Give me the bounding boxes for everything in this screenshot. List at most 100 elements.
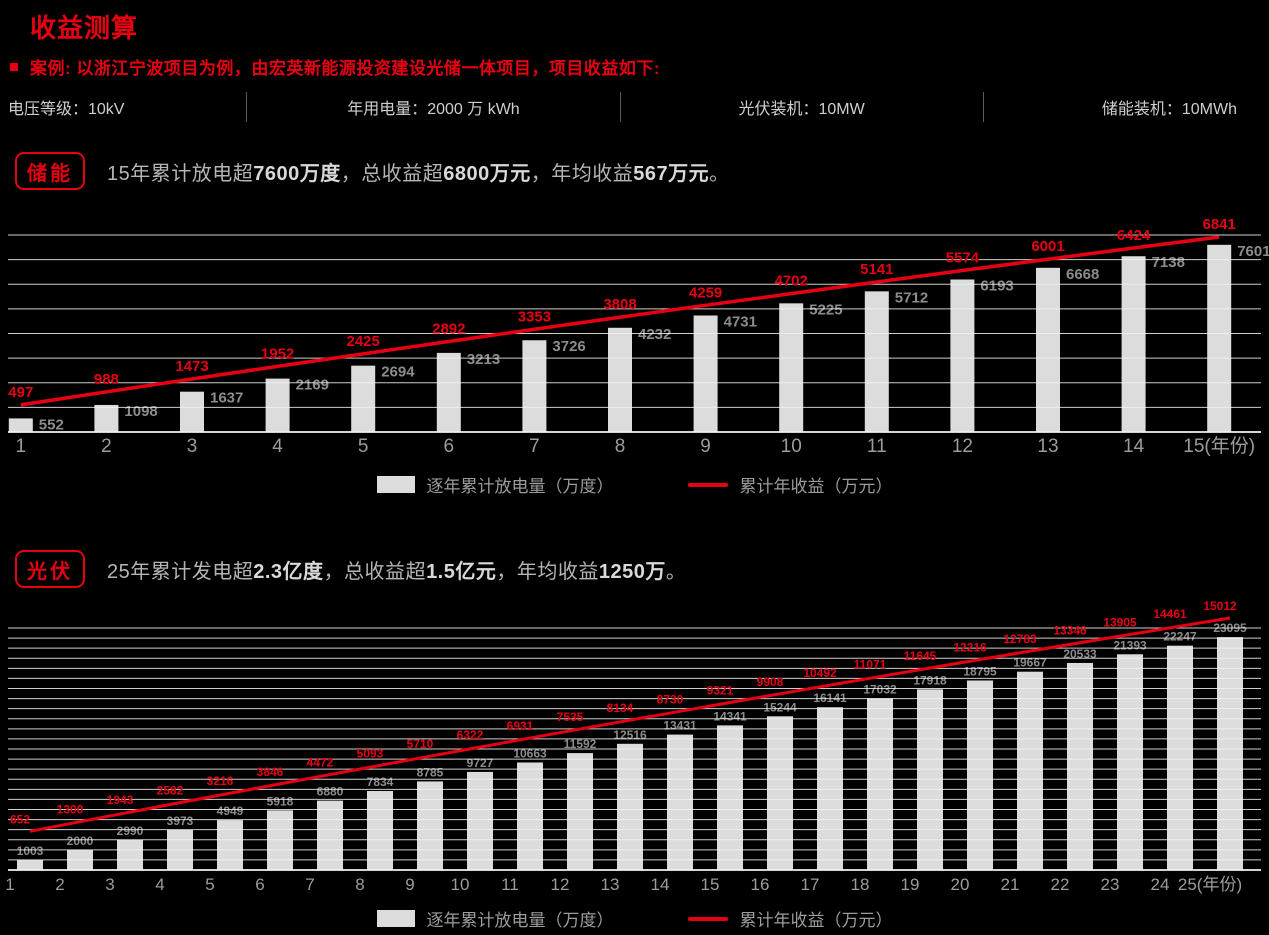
line-value-label: 2582	[157, 784, 184, 798]
bar-value-label: 6880	[317, 785, 344, 799]
x-axis-label: 6	[255, 875, 264, 894]
case-statement: 案例: 以浙江宁波项目为例，由宏英新能源投资建设光储一体项目，项目收益如下:	[10, 54, 660, 79]
line-value-label: 1943	[107, 793, 134, 807]
bar-value-label: 19667	[1013, 656, 1047, 670]
bar-value-label: 5712	[895, 289, 928, 306]
bar	[265, 378, 290, 432]
revenue-line	[20, 235, 1220, 407]
bar-value-label: 13431	[663, 719, 697, 733]
line-value-label: 10492	[803, 666, 837, 680]
x-axis-label: 10	[781, 436, 802, 457]
line-value-label: 5710	[407, 737, 434, 751]
x-axis-label: 11	[501, 875, 519, 894]
line-value-label: 2425	[347, 333, 380, 350]
x-axis-label: 15	[701, 875, 720, 894]
bar	[667, 734, 693, 870]
legend-item-bars: 逐年累计放电量（万度）	[376, 906, 614, 931]
x-axis-label: 8	[615, 436, 626, 457]
line-value-label: 2892	[432, 320, 465, 337]
line-value-label: 4472	[307, 756, 334, 770]
x-axis-label: 16	[751, 875, 770, 894]
line-value-label: 3808	[603, 296, 636, 313]
storage-badge: 储能	[15, 152, 85, 190]
bar	[867, 698, 893, 870]
bar	[1207, 244, 1232, 432]
line-value-label: 13905	[1103, 615, 1137, 629]
legend-bar-swatch	[376, 476, 415, 493]
x-axis-label: 12	[952, 436, 973, 457]
legend-line-label: 累计年收益（万元）	[739, 911, 893, 930]
section-storage-header: 储能 15年累计放电超7600万度，总收益超6800万元，年均收益567万元。	[15, 152, 730, 190]
bar	[967, 680, 993, 870]
bar-value-label: 12516	[613, 728, 647, 742]
line-value-label: 12783	[1003, 632, 1037, 646]
bar-value-label: 21393	[1113, 638, 1147, 652]
pv-chart: 1003200029903973494959186880783487859727…	[5, 600, 1261, 894]
bar-value-label: 7834	[367, 775, 394, 789]
line-value-label: 5141	[860, 261, 893, 278]
legend-item-line: 累计年收益（万元）	[687, 472, 893, 497]
line-value-label: 8134	[607, 701, 634, 715]
x-axis-label: 1	[5, 875, 14, 894]
bar-value-label: 4949	[217, 804, 244, 818]
legend-bar-label: 逐年累计放电量（万度）	[426, 477, 614, 496]
x-axis-label: 8	[355, 875, 364, 894]
bar	[1017, 671, 1043, 870]
x-axis-label: 13	[1037, 436, 1058, 457]
bar-value-label: 6668	[1066, 266, 1099, 283]
project-info-bar: 电压等级：10kV 年用电量：2000 万 kWh 光伏装机：10MW 储能装机…	[0, 88, 1269, 126]
storage-chart: 5521098163721692694321337264232473152255…	[8, 216, 1269, 457]
bar	[617, 743, 643, 870]
bar	[180, 391, 204, 432]
bar	[567, 753, 593, 870]
line-value-label: 1952	[261, 345, 294, 362]
bar-value-label: 14341	[713, 709, 747, 723]
case-text: 案例: 以浙江宁波项目为例，由宏英新能源投资建设光储一体项目，项目收益如下:	[30, 59, 661, 78]
bar-value-label: 17918	[913, 673, 947, 687]
pv-legend: 逐年累计放电量（万度） 累计年收益（万元）	[0, 906, 1269, 931]
info-divider	[246, 92, 248, 122]
section-pv-header: 光伏 25年累计发电超2.3亿度，总收益超1.5亿元，年均收益1250万。	[15, 550, 686, 588]
bar-value-label: 2169	[296, 377, 329, 394]
line-value-label: 6841	[1203, 216, 1236, 233]
x-axis-label: 13	[601, 875, 620, 894]
bar-value-label: 1637	[210, 390, 243, 407]
info-divider	[619, 92, 621, 122]
line-value-label: 15012	[1203, 600, 1237, 613]
x-axis-label: 24	[1151, 875, 1170, 894]
line-value-label: 988	[94, 371, 119, 388]
x-axis-label: 18	[851, 875, 870, 894]
x-axis-label: 12	[551, 875, 570, 894]
bar-value-label: 8785	[417, 765, 444, 779]
bar	[1036, 267, 1060, 432]
bar	[417, 781, 443, 870]
line-value-label: 6424	[1117, 227, 1151, 244]
bar	[817, 707, 843, 870]
x-axis-label: 23	[1101, 875, 1120, 894]
legend-line-swatch	[687, 916, 728, 921]
x-axis-label: 6	[444, 436, 455, 457]
bar	[950, 279, 975, 432]
x-axis-label: 1	[16, 436, 27, 457]
bar-value-label: 20533	[1063, 647, 1097, 661]
bar-value-label: 1003	[17, 844, 44, 858]
x-axis-label: 7	[305, 875, 314, 894]
x-axis-label: 21	[1001, 875, 1020, 894]
x-axis-label: 5	[358, 436, 369, 457]
x-axis-label: 25(年份)	[1178, 875, 1242, 894]
line-value-label: 3353	[518, 308, 551, 325]
x-axis-label: 3	[105, 875, 114, 894]
bar-value-label: 7601	[1237, 243, 1269, 260]
bar	[1121, 256, 1146, 432]
storage-description: 15年累计放电超7600万度，总收益超6800万元，年均收益567万元。	[107, 162, 730, 185]
info-storage-capacity: 储能装机：10MWh	[1101, 101, 1237, 118]
line-value-label: 8730	[657, 692, 684, 706]
pv-description: 25年累计发电超2.3亿度，总收益超1.5亿元，年均收益1250万。	[107, 560, 687, 583]
bar	[117, 839, 143, 870]
legend-bar-label: 逐年累计放电量（万度）	[426, 911, 614, 930]
line-value-label: 1300	[57, 803, 84, 817]
x-axis-label: 7	[529, 436, 540, 457]
bar-value-label: 3213	[467, 351, 500, 368]
line-value-label: 13346	[1053, 624, 1087, 638]
bar	[767, 716, 793, 870]
